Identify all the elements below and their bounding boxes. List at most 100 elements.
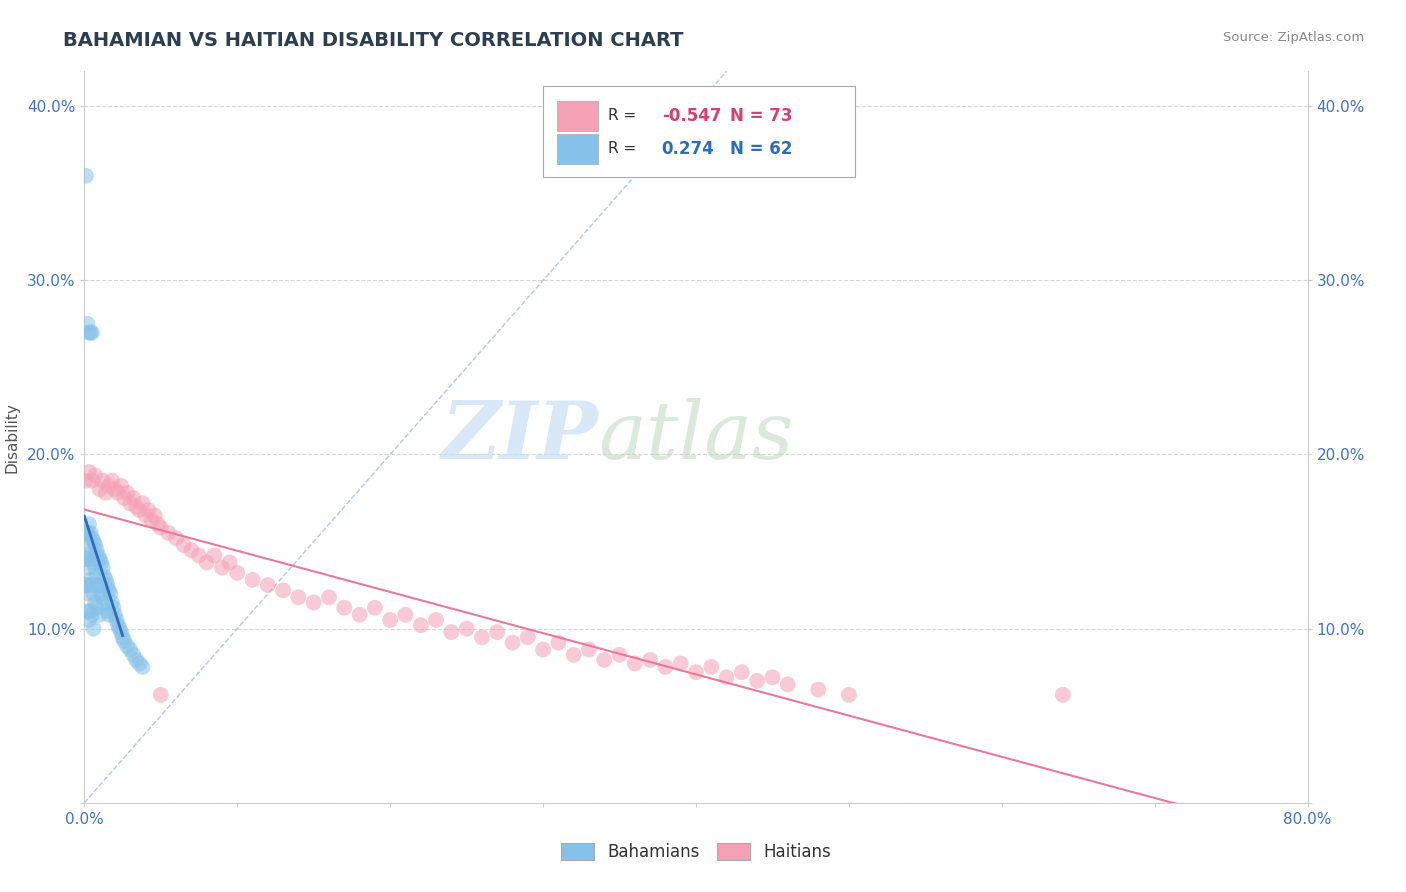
Point (195, 556, 218, 570)
Point (157, 525, 180, 540)
Point (107, 485, 129, 500)
Point (747, 673, 769, 688)
Point (409, 618, 432, 632)
Point (93, 569, 115, 583)
Text: R =: R = (607, 142, 636, 156)
Point (76, 578, 98, 592)
Point (108, 622, 131, 636)
Point (122, 648, 145, 662)
Point (84, 595, 107, 609)
Point (101, 595, 124, 609)
Point (149, 521, 172, 535)
Point (93, 595, 115, 609)
FancyBboxPatch shape (543, 86, 855, 178)
Point (349, 607, 371, 622)
Point (578, 642, 600, 657)
Point (80, 607, 103, 622)
Point (115, 639, 138, 653)
Point (77, 560, 100, 574)
Point (471, 631, 494, 645)
Point (97, 479, 120, 493)
Point (105, 613, 128, 627)
Point (79, 547, 101, 561)
Point (80, 531, 103, 545)
Point (516, 631, 538, 645)
Point (77, 517, 100, 532)
Point (173, 538, 195, 552)
Point (165, 531, 187, 545)
Text: N = 73: N = 73 (730, 107, 793, 125)
Point (211, 560, 233, 574)
Point (271, 583, 294, 598)
Point (838, 688, 860, 702)
Point (654, 660, 676, 674)
Point (90, 556, 112, 570)
Point (89, 552, 111, 566)
Point (80, 578, 103, 592)
FancyBboxPatch shape (557, 101, 598, 131)
Point (86, 543, 108, 558)
Point (83, 622, 105, 636)
Point (77, 587, 100, 601)
Point (135, 508, 157, 523)
Point (143, 508, 166, 523)
Point (364, 600, 387, 615)
Point (84, 538, 107, 552)
Point (131, 496, 153, 510)
Point (624, 657, 647, 671)
Point (84, 468, 107, 483)
Point (75, 169, 97, 183)
Point (125, 653, 148, 667)
Point (83, 556, 105, 570)
Point (91, 560, 114, 574)
Point (89, 483, 111, 497)
Text: N = 62: N = 62 (730, 140, 793, 158)
Point (115, 485, 138, 500)
Point (104, 607, 127, 622)
Point (776, 677, 799, 691)
Point (257, 578, 280, 592)
Point (77, 613, 100, 627)
Point (302, 595, 325, 609)
Point (76, 525, 98, 540)
Point (716, 670, 738, 684)
Point (80, 552, 103, 566)
Point (97, 583, 120, 598)
Text: BAHAMIAN VS HAITIAN DISABILITY CORRELATION CHART: BAHAMIAN VS HAITIAN DISABILITY CORRELATI… (63, 31, 683, 50)
Point (83, 534, 105, 549)
Point (131, 660, 153, 674)
Point (83, 587, 105, 601)
Point (89, 578, 111, 592)
Point (79, 604, 101, 618)
Point (77, 465, 100, 479)
Text: R =: R = (607, 109, 636, 123)
Point (97, 607, 120, 622)
Point (669, 657, 692, 671)
Point (531, 642, 554, 657)
Point (502, 635, 524, 649)
Point (107, 618, 129, 632)
Point (218, 556, 240, 570)
Point (110, 625, 132, 640)
Point (79, 326, 101, 340)
Point (146, 517, 169, 532)
Point (122, 491, 145, 505)
Point (609, 648, 631, 662)
Point (76, 317, 98, 331)
Point (128, 503, 150, 517)
Point (440, 625, 463, 640)
Point (91, 474, 114, 488)
Point (685, 665, 707, 680)
Point (700, 660, 723, 674)
Point (75, 474, 97, 488)
Point (638, 653, 661, 667)
Point (761, 670, 783, 684)
Point (562, 648, 585, 662)
Point (87, 578, 110, 592)
Point (394, 607, 416, 622)
Point (75, 525, 97, 540)
FancyBboxPatch shape (557, 134, 598, 164)
Point (96, 604, 118, 618)
Point (96, 578, 118, 592)
Text: 0.274: 0.274 (662, 140, 714, 158)
